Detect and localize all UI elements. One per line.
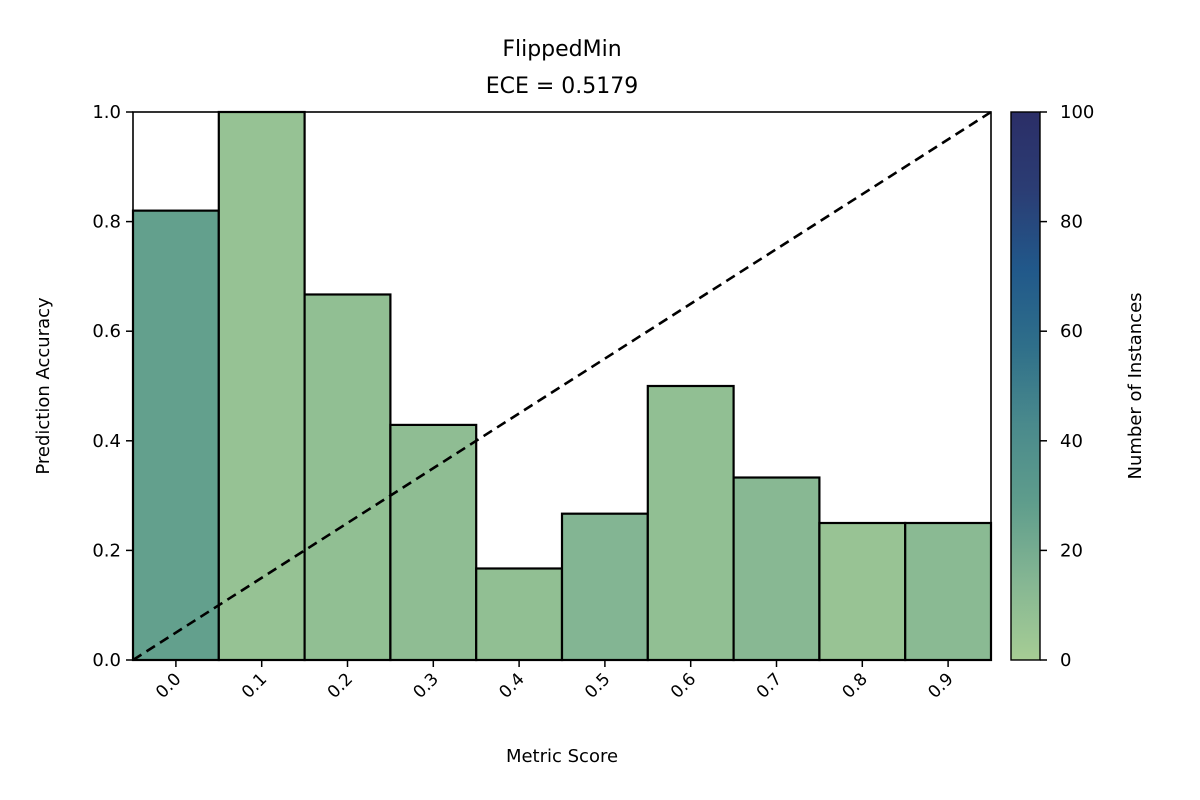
y-tick-label-0.8: 0.8 [92, 212, 121, 233]
x-axis-label: Metric Score [506, 746, 618, 767]
x-tick-label-0.2: 0.2 [324, 669, 357, 702]
colorbar-label: Number of Instances [1125, 292, 1146, 479]
y-tick-label-0.2: 0.2 [92, 540, 121, 561]
y-tick-label-0.6: 0.6 [92, 321, 121, 342]
x-tick-label-0.9: 0.9 [924, 669, 957, 702]
y-tick-label-0.4: 0.4 [92, 431, 121, 452]
chart-title: FlippedMin [502, 37, 621, 62]
colorbar-tick-label-0: 0 [1060, 650, 1071, 671]
x-tick-label-0.0: 0.0 [152, 669, 185, 702]
y-tick-label-1.0: 1.0 [92, 102, 121, 123]
x-tick-label-0.1: 0.1 [238, 669, 271, 702]
colorbar-tick-label-60: 60 [1060, 321, 1083, 342]
colorbar-tick-label-100: 100 [1060, 102, 1094, 123]
x-tick-label-0.4: 0.4 [495, 669, 528, 702]
x-tick-label-0.3: 0.3 [410, 669, 443, 702]
colorbar-tick-label-20: 20 [1060, 540, 1083, 561]
x-tick-label-0.5: 0.5 [581, 669, 614, 702]
bar-0.6 [646, 384, 735, 662]
chart-subtitle: ECE = 0.5179 [486, 74, 639, 99]
bar-0.1 [217, 110, 306, 662]
bar-0.5 [560, 512, 649, 662]
bar-0.7 [732, 476, 821, 662]
x-tick-label-0.8: 0.8 [839, 669, 872, 702]
colorbar-tick-label-80: 80 [1060, 212, 1083, 233]
colorbar [1010, 111, 1041, 661]
plot-frame [132, 111, 992, 661]
colorbar-tick-label-40: 40 [1060, 431, 1083, 452]
bar-0.9 [904, 521, 993, 662]
bar-0.2 [303, 293, 392, 662]
bar-0.8 [818, 521, 907, 662]
bar-0.3 [389, 423, 478, 662]
bar-0.4 [475, 567, 564, 662]
bar-0.0 [131, 209, 220, 662]
y-tick-label-0.0: 0.0 [92, 650, 121, 671]
x-tick-label-0.7: 0.7 [753, 669, 786, 702]
x-tick-label-0.6: 0.6 [667, 669, 700, 702]
y-axis-label: Prediction Accuracy [33, 297, 54, 475]
diagonal-reference-line [132, 110, 992, 662]
